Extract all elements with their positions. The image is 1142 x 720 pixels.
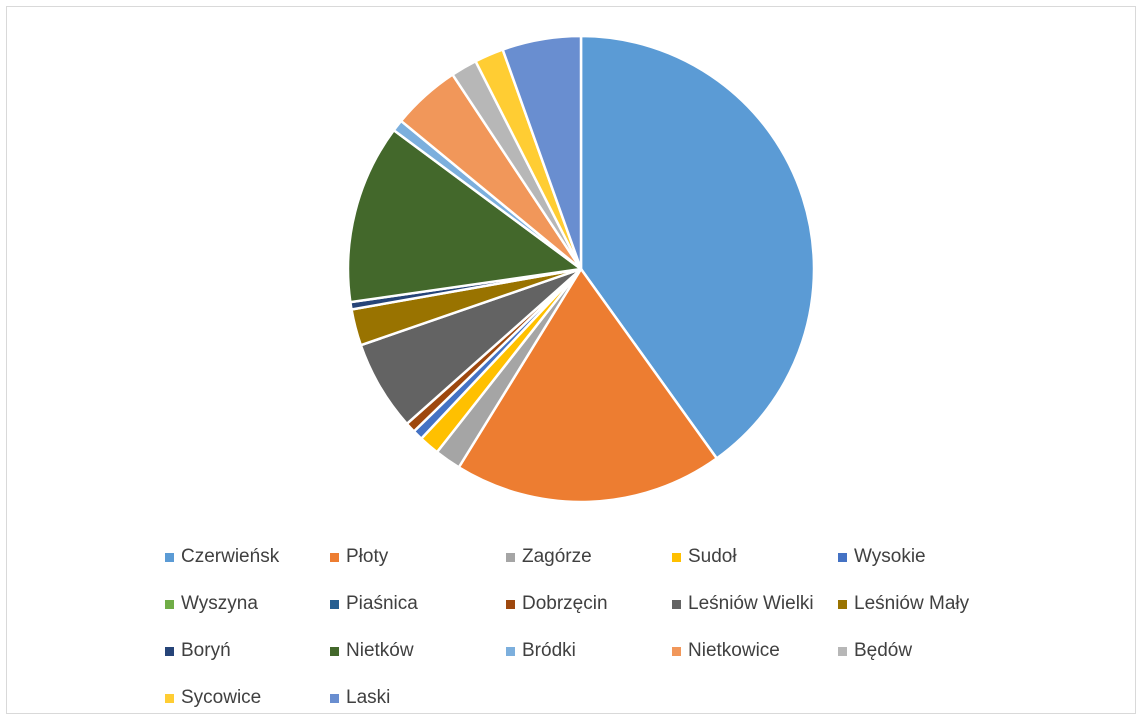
legend-label: Sudoł — [688, 546, 737, 567]
legend-item: Zagórze — [506, 544, 592, 570]
legend-label: Boryń — [181, 640, 231, 661]
pie-slice-0 — [579, 34, 816, 460]
legend-label: Nietkowice — [688, 640, 780, 661]
legend-item: Leśniów Mały — [838, 591, 969, 617]
legend-swatch — [165, 693, 174, 703]
legend-item: Dobrzęcin — [506, 591, 608, 617]
legend-swatch — [672, 599, 681, 609]
chart-area: Czerwieńsk Płoty Zagórze Sudoł Wysokie Wyszyn… — [6, 6, 1136, 714]
legend-swatch — [506, 552, 515, 562]
legend-item: Leśniów Wielki — [672, 591, 814, 617]
legend-swatch — [165, 552, 174, 562]
legend-label: Wysokie — [854, 546, 926, 567]
legend-swatch — [838, 599, 847, 609]
legend-swatch — [506, 599, 515, 609]
chart-legend: Czerwieńsk Płoty Zagórze Sudoł Wysokie Wyszyn… — [165, 544, 1065, 714]
legend-item: Wysokie — [838, 544, 926, 570]
legend-label: Sycowice — [181, 687, 262, 708]
legend-swatch — [165, 646, 174, 656]
legend-label: Będów — [854, 640, 913, 661]
legend-label: Leśniów Wielki — [688, 593, 814, 614]
legend-item: Boryń — [165, 638, 231, 664]
legend-label: Wyszyna — [181, 593, 258, 614]
legend-swatch — [672, 646, 681, 656]
pie-slice-11 — [346, 129, 583, 304]
legend-label: Zagórze — [522, 546, 592, 567]
legend-item: Nietków — [330, 638, 414, 664]
legend-item: Sycowice — [165, 685, 261, 711]
legend-item: Sudoł — [672, 544, 737, 570]
legend-label: Bródki — [522, 640, 576, 661]
legend-item: Płoty — [330, 544, 388, 570]
legend-label: Laski — [346, 687, 391, 708]
legend-swatch — [330, 552, 339, 562]
pie-slice-1 — [457, 267, 718, 504]
legend-item: Nietkowice — [672, 638, 780, 664]
legend-label: Piaśnica — [346, 593, 418, 614]
legend-swatch — [506, 646, 515, 656]
legend-swatch — [330, 646, 339, 656]
legend-item: Czerwieńsk — [165, 544, 279, 570]
legend-swatch — [672, 552, 681, 562]
legend-item: Będów — [838, 638, 912, 664]
legend-label: Czerwieńsk — [181, 546, 280, 567]
pie-chart — [346, 34, 816, 504]
legend-swatch — [165, 599, 174, 609]
legend-item: Piaśnica — [330, 591, 418, 617]
legend-item: Laski — [330, 685, 390, 711]
legend-label: Dobrzęcin — [522, 593, 608, 614]
legend-item: Wyszyna — [165, 591, 258, 617]
legend-label: Płoty — [346, 546, 389, 567]
legend-swatch — [330, 599, 339, 609]
pie-slice-16 — [501, 34, 583, 271]
legend-swatch — [330, 693, 339, 703]
legend-swatch — [838, 646, 847, 656]
legend-item: Bródki — [506, 638, 576, 664]
legend-label: Nietków — [346, 640, 414, 661]
legend-swatch — [838, 552, 847, 562]
legend-label: Leśniów Mały — [854, 593, 970, 614]
